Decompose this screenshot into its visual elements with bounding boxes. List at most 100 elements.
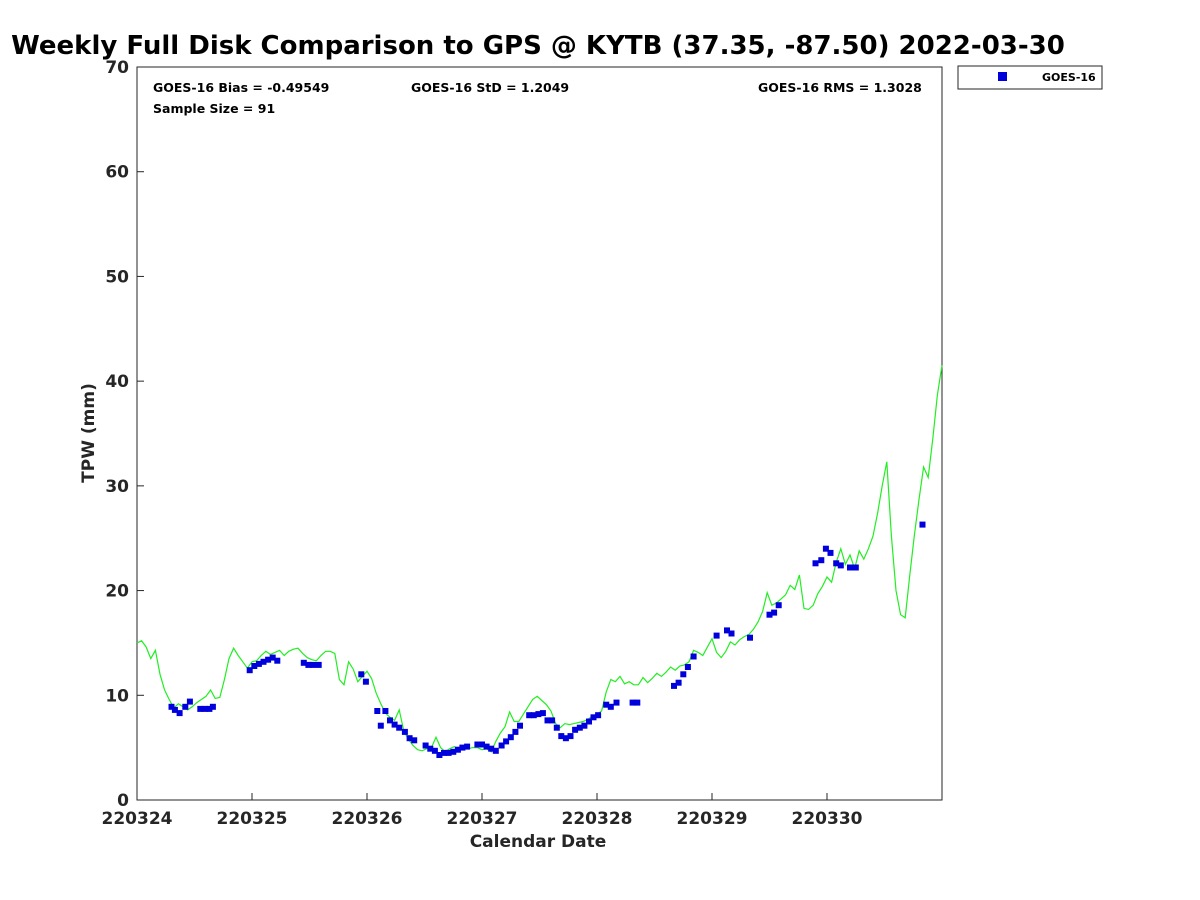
goes16-point	[422, 742, 429, 749]
goes16-point	[474, 741, 481, 748]
goes16-point	[488, 745, 495, 752]
plot-area	[136, 66, 943, 801]
goes16-point	[607, 703, 614, 710]
y-axis: 0 10 20 30 40 50 60 70	[105, 58, 144, 811]
legend: GOES-16	[957, 65, 1103, 90]
y-tick-label: 20	[105, 582, 129, 602]
goes16-point	[206, 705, 213, 712]
goes16-point	[382, 708, 389, 714]
goes16-point	[315, 661, 322, 668]
x-tick-label: 220328	[562, 809, 633, 829]
y-tick-label: 60	[105, 163, 129, 183]
goes16-point	[684, 664, 691, 670]
goes16-point	[837, 562, 844, 569]
y-tick-label: 0	[117, 791, 129, 811]
x-tick-label: 220324	[102, 809, 173, 829]
goes16-point	[251, 663, 258, 669]
x-axis-label: Calendar Date	[470, 832, 607, 852]
goes16-point	[526, 712, 533, 719]
goes16-point	[411, 737, 418, 744]
goes16-point	[690, 653, 697, 660]
goes16-point	[603, 701, 610, 708]
goes16-point	[427, 745, 434, 752]
goes16-point	[822, 545, 829, 552]
goes16-point	[300, 659, 307, 666]
goes16-point	[479, 741, 485, 748]
chart-title: Weekly Full Disk Comparison to GPS @ KYT…	[11, 31, 1065, 61]
goes16-point	[274, 657, 281, 664]
goes16-point	[590, 714, 597, 721]
goes16-point	[634, 699, 641, 706]
goes16-point	[544, 717, 551, 724]
goes16-point	[483, 743, 490, 750]
goes16-point	[492, 747, 499, 754]
goes16-point	[747, 634, 753, 641]
x-tick-label: 220330	[792, 809, 863, 829]
stat-rms: GOES-16 RMS = 1.3028	[758, 80, 922, 95]
goes16-point	[581, 722, 588, 729]
goes16-point	[176, 710, 183, 717]
goes16-point	[464, 743, 471, 750]
stat-std: GOES-16 StD = 1.2049	[411, 80, 569, 95]
goes16-point	[530, 712, 537, 719]
goes16-point	[269, 654, 276, 661]
goes16-point	[613, 699, 620, 706]
goes16-point	[728, 630, 735, 637]
goes16-point	[255, 660, 262, 667]
goes16-point	[827, 549, 834, 556]
goes16-point	[503, 738, 510, 745]
goes16-point	[812, 560, 819, 567]
x-tick-label: 220326	[332, 809, 403, 829]
goes16-point	[852, 564, 859, 571]
goes16-point	[833, 560, 840, 567]
goes16-point	[535, 711, 542, 718]
goes16-point	[197, 705, 204, 712]
goes16-point	[362, 678, 369, 685]
goes16-point	[680, 671, 687, 678]
goes16-point	[818, 557, 825, 564]
goes16-point	[766, 611, 773, 618]
goes16-point	[572, 726, 579, 733]
goes16-point	[671, 682, 677, 689]
goes16-point	[401, 728, 408, 735]
goes16-point	[459, 744, 466, 751]
x-tick-label: 220327	[447, 809, 518, 829]
goes16-point	[431, 747, 438, 754]
goes16-point	[387, 717, 393, 724]
goes16-point	[374, 708, 381, 714]
goes16-point	[377, 722, 384, 729]
goes16-point	[771, 609, 778, 616]
goes16-point	[391, 721, 398, 728]
goes16-point	[675, 679, 682, 686]
goes16-point	[724, 627, 730, 634]
goes16-point	[586, 718, 592, 725]
goes16-series	[168, 521, 926, 758]
x-tick-label: 220329	[677, 809, 748, 829]
goes16-point	[847, 564, 853, 571]
gps-line	[136, 365, 943, 753]
goes16-point	[713, 632, 720, 639]
goes16-point	[562, 735, 569, 742]
goes16-point	[576, 724, 583, 731]
goes16-point	[441, 749, 447, 756]
goes16-point	[168, 703, 175, 710]
goes16-point	[450, 748, 457, 755]
legend-marker-goes16	[998, 72, 1007, 81]
legend-box	[957, 65, 1103, 90]
gps-series	[136, 365, 943, 753]
stat-sample-size: Sample Size = 91	[153, 101, 275, 116]
goes16-point	[445, 749, 452, 756]
goes16-point	[171, 706, 178, 713]
goes16-point	[512, 728, 519, 735]
goes16-point	[182, 703, 189, 710]
y-tick-label: 50	[105, 267, 129, 287]
goes16-point	[396, 724, 403, 731]
goes16-point	[260, 658, 267, 665]
goes16-point	[454, 746, 461, 753]
goes16-point	[507, 734, 514, 741]
goes16-point	[517, 722, 523, 729]
y-axis-label: TPW (mm)	[79, 383, 99, 483]
x-tick-label: 220325	[217, 809, 288, 829]
goes16-point	[549, 717, 556, 724]
stat-bias: GOES-16 Bias = -0.49549	[153, 80, 329, 95]
